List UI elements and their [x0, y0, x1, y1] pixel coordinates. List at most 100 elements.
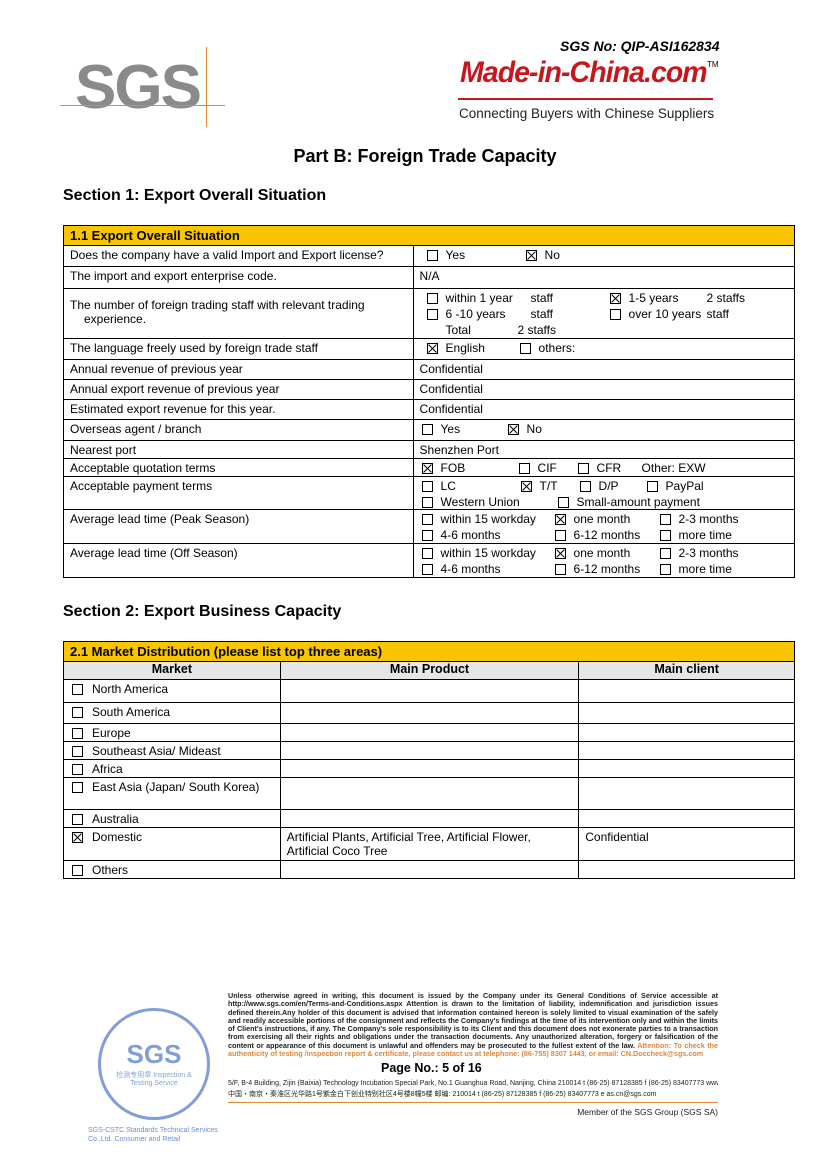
checkbox[interactable] [426, 293, 438, 304]
checkbox[interactable] [519, 343, 531, 354]
checkbox-option[interactable]: 2-3 months [659, 512, 739, 526]
checkbox-option[interactable]: others: [519, 341, 575, 355]
checkbox-option[interactable]: 2-3 months [659, 546, 739, 560]
market-cell: Southeast Asia/ Mideast [63, 741, 281, 760]
checkbox-option[interactable]: LC [421, 479, 456, 493]
section-2-title: Section 2: Export Business Capacity [63, 603, 342, 620]
checkbox[interactable] [426, 343, 438, 354]
checkbox-option[interactable]: within 15 workday [421, 546, 536, 560]
market-row: Europe [63, 723, 795, 742]
row-label: The language freely used by foreign trad… [63, 338, 414, 360]
checkbox-option[interactable]: T/T [520, 479, 558, 493]
staff-count: staff [530, 307, 553, 321]
product-cell [279, 777, 580, 810]
option-label: CFR [596, 461, 622, 475]
checkbox[interactable] [659, 530, 671, 541]
checkbox[interactable] [421, 548, 433, 559]
row-label: Nearest port [63, 440, 414, 459]
checkbox-option[interactable]: FOB [421, 461, 465, 475]
checkbox-option[interactable]: 1-5 years 2 staffs [609, 291, 745, 305]
checkbox-option[interactable]: 4-6 months [421, 528, 501, 542]
checkbox-option[interactable]: more time [659, 562, 732, 576]
checkbox-option[interactable]: PayPal [646, 479, 704, 493]
checkbox[interactable] [426, 250, 438, 261]
row-label: The import and export enterprise code. [63, 266, 414, 289]
checkbox[interactable] [72, 814, 83, 825]
sgs-logo: SGS [75, 53, 202, 122]
checkbox-option[interactable]: No [507, 422, 542, 436]
client-cell [578, 777, 795, 810]
checkbox[interactable] [577, 463, 589, 474]
checkbox-option[interactable]: English [426, 341, 485, 355]
checkbox-option[interactable]: Western Union [421, 495, 520, 509]
section-1-title: Section 1: Export Overall Situation [63, 187, 327, 204]
checkbox[interactable] [507, 424, 519, 435]
row-label: Acceptable payment terms [63, 476, 414, 510]
checkbox[interactable] [554, 530, 566, 541]
checkbox-option[interactable]: Small-amount payment [557, 495, 700, 509]
checkbox[interactable] [421, 530, 433, 541]
market-row: Africa [63, 759, 795, 778]
checkbox[interactable] [72, 707, 83, 718]
checkbox[interactable] [609, 293, 621, 304]
checkbox[interactable] [421, 514, 433, 525]
checkbox[interactable] [72, 782, 83, 793]
logo-rule [458, 98, 713, 100]
logo-rule [206, 47, 207, 127]
checkbox[interactable] [554, 564, 566, 575]
checkbox[interactable] [579, 481, 591, 492]
checkbox[interactable] [520, 481, 532, 492]
footer-rule [228, 1102, 718, 1104]
option-label: Small-amount payment [576, 495, 700, 509]
checkbox[interactable] [72, 832, 83, 843]
checkbox-option[interactable]: No [525, 248, 560, 262]
checkbox-option[interactable]: one month [554, 546, 630, 560]
checkbox[interactable] [72, 728, 83, 739]
checkbox[interactable] [557, 497, 569, 508]
row-value: FOB CIF CFR Other: EXW [412, 458, 796, 477]
checkbox-option[interactable]: D/P [579, 479, 619, 493]
checkbox[interactable] [609, 309, 621, 320]
checkbox-option[interactable]: over 10 years staff [609, 307, 729, 321]
checkbox-option[interactable]: 4-6 months [421, 562, 501, 576]
checkbox[interactable] [421, 481, 433, 492]
checkbox[interactable] [518, 463, 530, 474]
checkbox[interactable] [659, 564, 671, 575]
checkbox-option[interactable]: Yes [426, 248, 465, 262]
product-cell [279, 741, 580, 760]
checkbox[interactable] [659, 548, 671, 559]
checkbox-option[interactable]: CIF [518, 461, 557, 475]
checkbox-option[interactable]: Yes [421, 422, 460, 436]
market-row: North America [63, 679, 795, 703]
checkbox[interactable] [421, 564, 433, 575]
checkbox[interactable] [421, 463, 433, 474]
checkbox-option[interactable]: 6-12 months [554, 562, 640, 576]
checkbox[interactable] [554, 514, 566, 525]
option-label: more time [678, 528, 732, 542]
table-row: The language freely used by foreign trad… [63, 338, 796, 360]
checkbox[interactable] [72, 746, 83, 757]
checkbox[interactable] [525, 250, 537, 261]
made-in-china-logo: Made-in-China.com [460, 56, 708, 89]
checkbox[interactable] [72, 684, 83, 695]
checkbox[interactable] [426, 309, 438, 320]
checkbox-option[interactable]: one month [554, 512, 630, 526]
checkbox[interactable] [659, 514, 671, 525]
row-value: within 15 workday one month 2-3 months 4-6 … [412, 509, 796, 544]
checkbox-option[interactable]: more time [659, 528, 732, 542]
stamp-caption: SGS-CSTC Standards Technical Services Co… [88, 1127, 218, 1143]
checkbox-option[interactable]: within 1 year staff [426, 291, 553, 305]
checkbox[interactable] [72, 764, 83, 775]
checkbox-option[interactable]: 6-12 months [554, 528, 640, 542]
market-row: Southeast Asia/ Mideast [63, 741, 795, 760]
checkbox[interactable] [646, 481, 658, 492]
option-label: D/P [598, 479, 619, 493]
checkbox[interactable] [72, 865, 83, 876]
checkbox-option[interactable]: 6 -10 years staff [426, 307, 553, 321]
checkbox[interactable] [421, 497, 433, 508]
checkbox[interactable] [554, 548, 566, 559]
checkbox[interactable] [421, 424, 433, 435]
market-row: Australia [63, 809, 795, 828]
checkbox-option[interactable]: within 15 workday [421, 512, 536, 526]
checkbox-option[interactable]: CFR [577, 461, 622, 475]
